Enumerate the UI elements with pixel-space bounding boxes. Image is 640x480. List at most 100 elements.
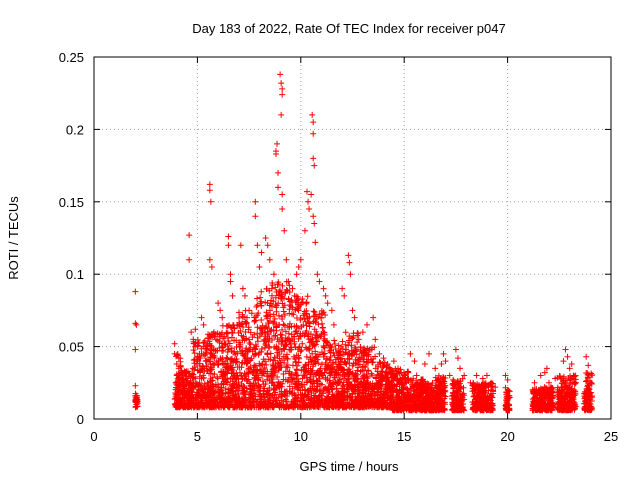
x-tick-label: 25	[604, 429, 618, 444]
data-point	[171, 396, 178, 403]
data-point	[214, 373, 221, 380]
data-point	[311, 220, 318, 227]
data-point	[190, 399, 197, 406]
data-point	[175, 381, 182, 388]
data-point	[432, 365, 439, 372]
data-point	[349, 307, 356, 314]
x-axis-label: GPS time / hours	[300, 459, 399, 474]
data-point	[320, 285, 327, 292]
data-point	[132, 346, 139, 353]
y-tick-label: 0.05	[59, 340, 84, 355]
data-point	[204, 335, 211, 342]
data-point	[560, 358, 567, 365]
data-point	[457, 365, 464, 372]
data-point	[198, 314, 205, 321]
data-point	[254, 295, 261, 302]
data-point	[225, 233, 232, 240]
data-point	[267, 350, 274, 357]
data-point	[275, 169, 282, 176]
chart-title: Day 183 of 2022, Rate Of TEC Index for r…	[192, 21, 505, 36]
data-point	[225, 242, 232, 249]
data-point	[190, 357, 197, 364]
data-point	[264, 351, 271, 358]
data-point	[411, 358, 418, 365]
data-point	[310, 119, 317, 126]
data-point	[355, 336, 362, 343]
data-point	[191, 404, 198, 411]
data-point	[319, 320, 326, 327]
data-point	[342, 329, 349, 336]
data-point	[219, 373, 226, 380]
data-point	[454, 355, 461, 362]
data-point	[322, 292, 329, 299]
data-point	[183, 402, 190, 409]
data-point	[185, 399, 192, 406]
data-point	[190, 347, 197, 354]
data-point	[363, 321, 370, 328]
data-point	[303, 300, 310, 307]
data-point	[241, 292, 248, 299]
data-point	[214, 381, 221, 388]
data-point	[310, 130, 317, 137]
data-point	[341, 292, 348, 299]
data-point	[275, 184, 282, 191]
data-point	[224, 349, 231, 356]
data-point	[179, 395, 186, 402]
data-point	[258, 288, 265, 295]
x-tick-label: 10	[294, 429, 308, 444]
data-point	[179, 371, 186, 378]
data-point	[191, 350, 198, 357]
data-point	[191, 366, 198, 373]
data-point	[196, 373, 203, 380]
data-point	[380, 355, 387, 362]
data-point	[251, 318, 258, 325]
data-point	[301, 227, 308, 234]
data-point	[207, 334, 214, 341]
data-point	[351, 314, 358, 321]
data-point	[277, 71, 284, 78]
data-point	[175, 355, 182, 362]
data-point	[178, 399, 185, 406]
data-point	[229, 292, 236, 299]
data-point	[289, 362, 296, 369]
data-point	[277, 331, 284, 338]
data-point	[306, 323, 313, 330]
data-point	[132, 320, 139, 327]
data-point	[217, 307, 224, 314]
data-point	[279, 91, 286, 98]
data-point	[254, 324, 261, 331]
x-tick-label: 0	[90, 429, 97, 444]
data-point	[195, 386, 202, 393]
data-point	[279, 85, 286, 92]
data-point	[188, 329, 195, 336]
data-point	[207, 361, 214, 368]
data-point	[426, 350, 433, 357]
data-point	[372, 336, 379, 343]
data-point	[215, 300, 222, 307]
data-point	[309, 111, 316, 118]
data-point	[208, 344, 215, 351]
data-point	[258, 249, 265, 256]
data-point	[200, 375, 207, 382]
data-point	[132, 382, 139, 389]
data-point	[210, 401, 217, 408]
data-point	[201, 380, 208, 387]
data-point	[407, 350, 414, 357]
data-point	[308, 191, 315, 198]
x-tick-label: 5	[194, 429, 201, 444]
data-point	[239, 285, 246, 292]
data-point	[281, 227, 288, 234]
data-point	[270, 271, 277, 278]
data-point	[537, 372, 544, 379]
data-point	[264, 242, 271, 249]
data-point	[206, 187, 213, 194]
data-point	[237, 242, 244, 249]
data-point	[283, 256, 290, 263]
data-point	[252, 213, 259, 220]
data-point	[316, 278, 323, 285]
data-point	[413, 372, 420, 379]
data-point	[257, 294, 264, 301]
data-point	[197, 355, 204, 362]
data-point	[452, 346, 459, 353]
